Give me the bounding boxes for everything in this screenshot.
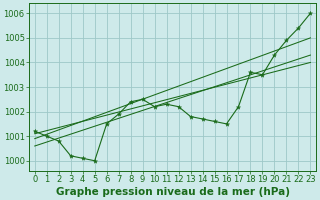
X-axis label: Graphe pression niveau de la mer (hPa): Graphe pression niveau de la mer (hPa) xyxy=(56,187,290,197)
